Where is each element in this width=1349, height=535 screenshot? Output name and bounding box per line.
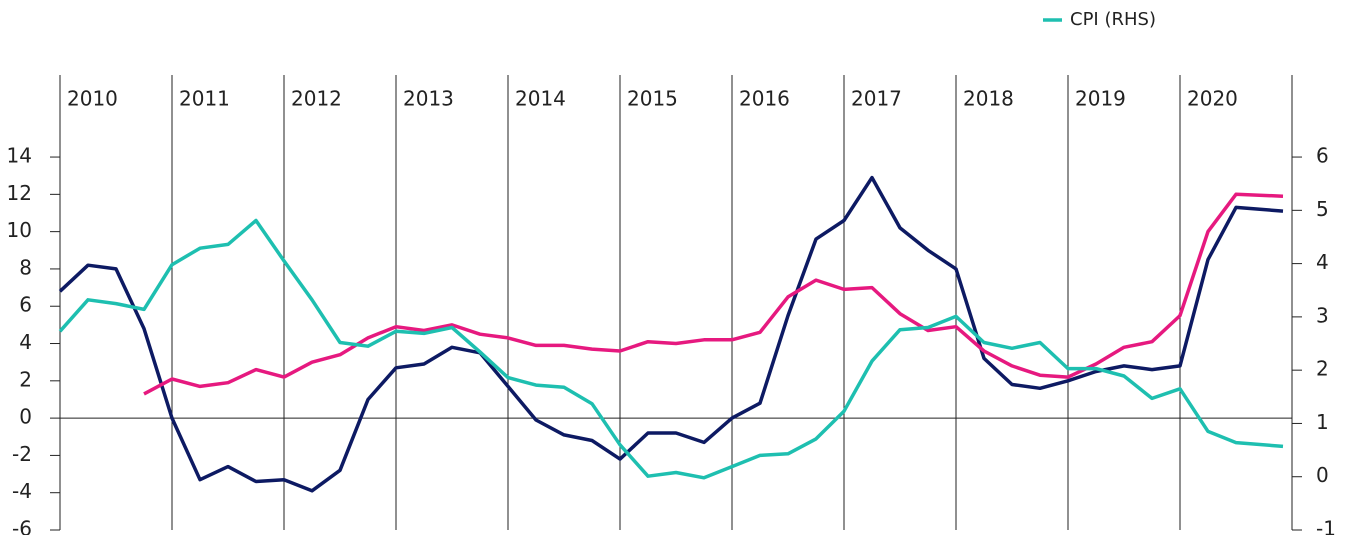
y-tick-label: -4 (12, 479, 32, 503)
y-tick-label: 10 (7, 218, 32, 242)
y2-tick-label: 0 (1316, 463, 1329, 487)
x-tick-label: 2010 (67, 87, 118, 111)
x-tick-label: 2012 (291, 87, 342, 111)
x-tick-label: 2020 (1187, 87, 1238, 111)
y-tick-label: 0 (19, 405, 32, 429)
x-tick-label: 2013 (403, 87, 454, 111)
y2-tick-label: 4 (1316, 250, 1329, 274)
legend-label: CPI (RHS) (1070, 9, 1156, 30)
y2-tick-label: -1 (1316, 517, 1336, 535)
y-tick-label: 6 (19, 293, 32, 317)
x-tick-label: 2018 (963, 87, 1014, 111)
y2-tick-label: 5 (1316, 197, 1329, 221)
y-tick-label: -2 (12, 442, 32, 466)
series-line (143, 192, 1284, 396)
x-tick-label: 2019 (1075, 87, 1126, 111)
y2-tick-label: 6 (1316, 144, 1329, 168)
y-tick-label: 14 (7, 144, 32, 168)
series-line (58, 175, 1284, 493)
y-tick-label: -6 (12, 517, 32, 535)
x-tick-label: 2015 (627, 87, 678, 111)
y-tick-label: 2 (19, 367, 32, 391)
y-tick-label: 4 (19, 330, 32, 354)
y2-tick-label: 2 (1316, 357, 1329, 381)
y2-tick-label: 1 (1316, 410, 1329, 434)
y-tick-label: 8 (19, 255, 32, 279)
x-tick-label: 2016 (739, 87, 790, 111)
series-line (58, 218, 1284, 480)
x-tick-label: 2011 (179, 87, 230, 111)
x-tick-label: 2014 (515, 87, 566, 111)
y-tick-label: 12 (7, 181, 32, 205)
y2-tick-label: 3 (1316, 303, 1329, 327)
x-tick-label: 2017 (851, 87, 902, 111)
